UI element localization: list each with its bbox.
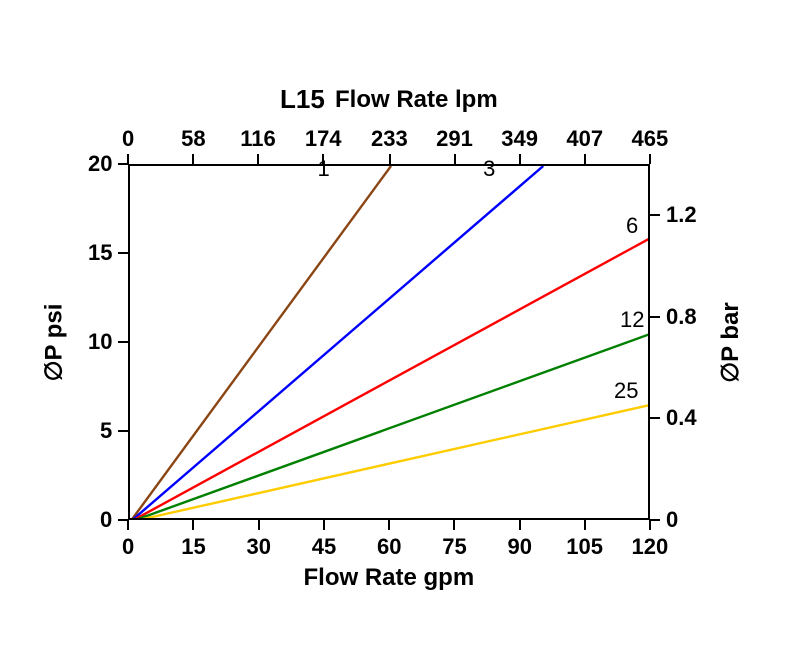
x-top-tick xyxy=(192,154,194,164)
x-top-tick xyxy=(584,154,586,164)
series-label-12: 12 xyxy=(620,307,644,333)
x-bottom-tick xyxy=(127,520,129,530)
y-left-label: 0 xyxy=(100,507,112,533)
y-right-label: 0.8 xyxy=(666,304,697,330)
x-bottom-label: 60 xyxy=(377,534,401,560)
x-bottom-tick xyxy=(388,520,390,530)
y-right-tick xyxy=(650,519,660,521)
y-left-label: 5 xyxy=(100,418,112,444)
x-bottom-tick xyxy=(192,520,194,530)
x-top-tick xyxy=(389,154,391,164)
x-bottom-tick xyxy=(453,520,455,530)
y-right-title: ∅P bar xyxy=(715,302,744,383)
y-right-tick xyxy=(650,316,660,318)
x-top-label: 465 xyxy=(632,126,669,152)
x-bottom-label: 120 xyxy=(632,534,669,560)
x-top-title: Flow Rate lpm xyxy=(335,86,498,114)
x-bottom-label: 30 xyxy=(247,534,271,560)
x-top-label: 349 xyxy=(501,126,538,152)
series-line-3 xyxy=(130,166,543,520)
x-top-label: 174 xyxy=(305,126,342,152)
series-svg xyxy=(130,166,650,520)
x-bottom-label: 0 xyxy=(122,534,134,560)
series-line-6 xyxy=(130,237,650,520)
x-top-tick xyxy=(519,154,521,164)
x-top-label: 407 xyxy=(566,126,603,152)
x-bottom-label: 45 xyxy=(312,534,336,560)
x-bottom-tick xyxy=(519,520,521,530)
y-left-tick xyxy=(118,252,128,254)
y-left-tick xyxy=(118,519,128,521)
y-left-label: 20 xyxy=(88,151,112,177)
series-line-25 xyxy=(130,405,650,520)
y-left-tick xyxy=(118,163,128,165)
x-bottom-label: 105 xyxy=(566,534,603,560)
y-right-tick xyxy=(650,214,660,216)
x-top-tick xyxy=(257,154,259,164)
series-label-25: 25 xyxy=(614,378,638,404)
y-right-label: 1.2 xyxy=(666,202,697,228)
y-left-tick xyxy=(118,341,128,343)
x-bottom-tick xyxy=(584,520,586,530)
y-left-label: 10 xyxy=(88,329,112,355)
y-left-tick xyxy=(118,430,128,432)
series-line-12 xyxy=(130,333,650,520)
y-left-label: 15 xyxy=(88,240,112,266)
plot-area xyxy=(128,164,650,520)
series-label-1: 1 xyxy=(318,156,330,182)
y-right-label: 0.4 xyxy=(666,405,697,431)
x-bottom-tick xyxy=(323,520,325,530)
x-bottom-label: 15 xyxy=(181,534,205,560)
x-bottom-tick xyxy=(649,520,651,530)
x-top-tick xyxy=(454,154,456,164)
x-bottom-title: Flow Rate gpm xyxy=(304,564,475,592)
series-line-1 xyxy=(130,166,391,520)
x-bottom-tick xyxy=(258,520,260,530)
x-top-tick xyxy=(649,154,651,164)
x-top-label: 58 xyxy=(181,126,205,152)
y-left-title: ∅P psi xyxy=(39,303,68,381)
x-top-label: 116 xyxy=(240,126,276,152)
series-label-3: 3 xyxy=(483,156,495,182)
x-top-title-prefix: L15 xyxy=(280,84,325,115)
x-top-label: 0 xyxy=(122,126,134,152)
y-right-tick xyxy=(650,417,660,419)
x-bottom-label: 90 xyxy=(508,534,532,560)
x-top-label: 291 xyxy=(436,126,473,152)
x-bottom-label: 75 xyxy=(442,534,466,560)
x-top-label: 233 xyxy=(371,126,408,152)
y-right-label: 0 xyxy=(666,507,678,533)
series-label-6: 6 xyxy=(626,213,638,239)
